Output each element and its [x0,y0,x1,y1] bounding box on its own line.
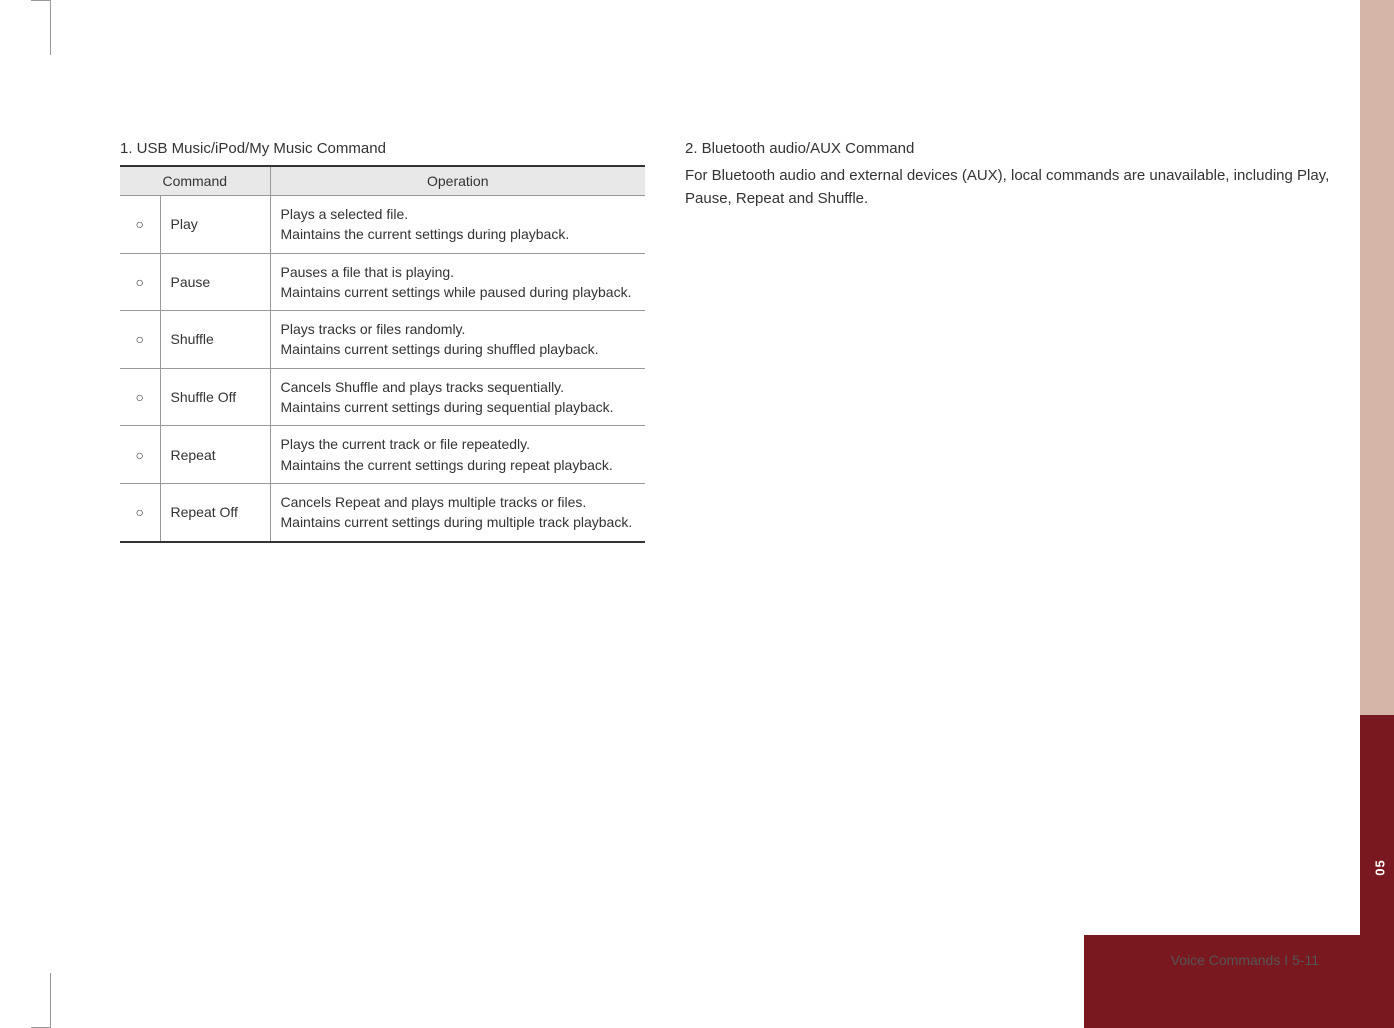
section-1-heading: 1. USB Music/iPod/My Music Command [120,140,645,157]
row-operation: Pauses a file that is playing.Maintains … [270,253,645,311]
row-marker: ○ [120,196,160,254]
row-operation: Plays tracks or files randomly.Maintains… [270,311,645,369]
footer-bar [1084,935,1394,1028]
side-bar-light [1360,0,1394,715]
page-content: 1. USB Music/iPod/My Music Command Comma… [120,140,1334,543]
row-operation: Cancels Repeat and plays multiple tracks… [270,483,645,541]
footer-text: Voice Commands I 5-11 [1171,952,1319,968]
table-row: ○ Repeat Off Cancels Repeat and plays mu… [120,483,645,541]
row-command: Play [160,196,270,254]
row-command: Shuffle Off [160,368,270,426]
row-marker: ○ [120,368,160,426]
row-command: Pause [160,253,270,311]
row-operation: Plays a selected file.Maintains the curr… [270,196,645,254]
crop-mark [50,0,70,55]
table-header-operation: Operation [270,166,645,196]
table-header-command: Command [120,166,270,196]
row-command: Repeat Off [160,483,270,541]
crop-mark [50,973,70,1028]
table-row: ○ Shuffle Plays tracks or files randomly… [120,311,645,369]
row-marker: ○ [120,253,160,311]
row-operation: Plays the current track or file repeated… [270,426,645,484]
table-row: ○ Pause Pauses a file that is playing.Ma… [120,253,645,311]
table-row: ○ Play Plays a selected file.Maintains t… [120,196,645,254]
side-tab: 05 [1360,715,1394,935]
right-column: 2. Bluetooth audio/AUX Command For Bluet… [685,140,1334,543]
row-marker: ○ [120,311,160,369]
table-row: ○ Shuffle Off Cancels Shuffle and plays … [120,368,645,426]
side-tab-label: 05 [1372,859,1387,875]
row-command: Repeat [160,426,270,484]
row-command: Shuffle [160,311,270,369]
row-marker: ○ [120,483,160,541]
section-2-heading: 2. Bluetooth audio/AUX Command [685,140,1334,157]
row-operation: Cancels Shuffle and plays tracks sequent… [270,368,645,426]
command-table: Command Operation ○ Play Plays a selecte… [120,165,645,543]
row-marker: ○ [120,426,160,484]
table-row: ○ Repeat Plays the current track or file… [120,426,645,484]
section-2-body: For Bluetooth audio and external devices… [685,165,1334,210]
left-column: 1. USB Music/iPod/My Music Command Comma… [120,140,645,543]
